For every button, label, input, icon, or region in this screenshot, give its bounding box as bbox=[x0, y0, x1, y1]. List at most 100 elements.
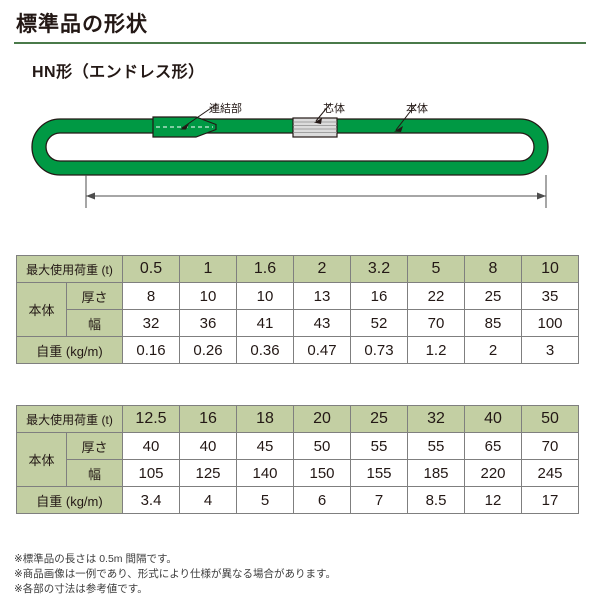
sling-body-shape bbox=[31, 118, 549, 176]
spec-table-1: 最大使用荷重 (t) 0.5 1 1.6 2 3.2 5 8 10 本体 厚さ … bbox=[16, 255, 579, 364]
cell-thickness: 13 bbox=[293, 282, 351, 310]
endless-sling-diagram: 連結部 芯体 本体 長さ (mm) bbox=[0, 86, 600, 329]
row-label-weight: 自重 (kg/m) bbox=[16, 336, 123, 364]
table-row-header-1: 最大使用荷重 (t) 0.5 1 1.6 2 3.2 5 8 10 bbox=[16, 255, 579, 283]
cell-width: 85 bbox=[464, 309, 522, 337]
cell-weight: 8.5 bbox=[407, 486, 465, 514]
header-load-value: 50 bbox=[521, 405, 579, 433]
header-load-value: 5 bbox=[407, 255, 465, 283]
cell-weight: 0.73 bbox=[350, 336, 408, 364]
cell-weight: 0.36 bbox=[236, 336, 294, 364]
header-load-value: 10 bbox=[521, 255, 579, 283]
header-load-value: 8 bbox=[464, 255, 522, 283]
header-load-value: 18 bbox=[236, 405, 294, 433]
row-label-thickness: 厚さ bbox=[66, 432, 123, 460]
leader-lines bbox=[180, 103, 417, 132]
page-title: 標準品の形状 bbox=[16, 13, 148, 36]
length-dimension bbox=[85, 175, 547, 208]
cell-weight: 2 bbox=[464, 336, 522, 364]
cell-thickness: 65 bbox=[464, 432, 522, 460]
header-load-value: 1 bbox=[179, 255, 237, 283]
cell-width: 36 bbox=[179, 309, 237, 337]
cell-width: 155 bbox=[350, 459, 408, 487]
row-label-thickness: 厚さ bbox=[66, 282, 123, 310]
cell-width: 41 bbox=[236, 309, 294, 337]
row-label-width: 幅 bbox=[66, 459, 123, 487]
cell-weight: 3 bbox=[521, 336, 579, 364]
cell-width: 140 bbox=[236, 459, 294, 487]
cell-width: 125 bbox=[179, 459, 237, 487]
cell-thickness: 55 bbox=[407, 432, 465, 460]
header-load-label: 最大使用荷重 (t) bbox=[16, 405, 123, 433]
title-divider bbox=[14, 42, 586, 44]
cell-thickness: 40 bbox=[122, 432, 180, 460]
table-row-header-2: 最大使用荷重 (t) 12.5 16 18 20 25 32 40 50 bbox=[16, 405, 579, 433]
cell-weight: 4 bbox=[179, 486, 237, 514]
header-load-value: 40 bbox=[464, 405, 522, 433]
footnote-item: ※標準品の長さは 0.5m 間隔です。 bbox=[14, 553, 177, 565]
cell-width: 220 bbox=[464, 459, 522, 487]
cell-weight: 17 bbox=[521, 486, 579, 514]
cell-weight: 0.26 bbox=[179, 336, 237, 364]
header-load-value: 16 bbox=[179, 405, 237, 433]
sling-illustration bbox=[31, 103, 549, 208]
table-row-width-2: 幅 105 125 140 150 155 185 220 245 bbox=[17, 459, 579, 487]
cell-width: 245 bbox=[521, 459, 579, 487]
label-body: 本体 bbox=[406, 103, 428, 115]
header-load-value: 12.5 bbox=[122, 405, 180, 433]
cell-width: 43 bbox=[293, 309, 351, 337]
footnote-item: ※各部の寸法は参考値です。 bbox=[14, 583, 148, 595]
cell-thickness: 55 bbox=[350, 432, 408, 460]
cell-width: 52 bbox=[350, 309, 408, 337]
cell-thickness: 10 bbox=[179, 282, 237, 310]
header-load-value: 1.6 bbox=[236, 255, 294, 283]
row-label-weight: 自重 (kg/m) bbox=[16, 486, 123, 514]
label-core: 芯体 bbox=[323, 103, 345, 115]
row-label-width: 幅 bbox=[66, 309, 123, 337]
cell-weight: 5 bbox=[236, 486, 294, 514]
cell-width: 70 bbox=[407, 309, 465, 337]
table-row-weight-2: 自重 (kg/m) 3.4 4 5 6 7 8.5 12 17 bbox=[16, 486, 579, 514]
label-connector: 連結部 bbox=[209, 103, 242, 115]
cell-weight: 0.16 bbox=[122, 336, 180, 364]
header-load-value: 20 bbox=[293, 405, 351, 433]
cell-weight: 1.2 bbox=[407, 336, 465, 364]
cell-thickness: 35 bbox=[521, 282, 579, 310]
header-load-value: 3.2 bbox=[350, 255, 408, 283]
cell-width: 32 bbox=[122, 309, 180, 337]
header-load-value: 32 bbox=[407, 405, 465, 433]
footnote-item: ※商品画像は一例であり、形式により仕様が異なる場合があります。 bbox=[14, 568, 337, 580]
cell-thickness: 8 bbox=[122, 282, 180, 310]
cell-weight: 6 bbox=[293, 486, 351, 514]
cell-weight: 0.47 bbox=[293, 336, 351, 364]
table-row-thickness-2: 本体 厚さ 40 40 45 50 55 55 65 70 bbox=[16, 432, 579, 487]
cell-weight: 3.4 bbox=[122, 486, 180, 514]
cell-thickness: 50 bbox=[293, 432, 351, 460]
group-label-body: 本体 bbox=[16, 282, 67, 337]
header-load-value: 2 bbox=[293, 255, 351, 283]
cell-width: 100 bbox=[521, 309, 579, 337]
cell-thickness: 40 bbox=[179, 432, 237, 460]
table-row-width-1: 幅 32 36 41 43 52 70 85 100 bbox=[17, 309, 579, 337]
product-type-subtitle: HN形（エンドレス形） bbox=[32, 64, 205, 81]
cell-weight: 12 bbox=[464, 486, 522, 514]
cell-width: 150 bbox=[293, 459, 351, 487]
header-load-label: 最大使用荷重 (t) bbox=[16, 255, 123, 283]
header-load-value: 25 bbox=[350, 405, 408, 433]
table-row-weight-1: 自重 (kg/m) 0.16 0.26 0.36 0.47 0.73 1.2 2… bbox=[16, 336, 579, 364]
cell-weight: 7 bbox=[350, 486, 408, 514]
header-load-value: 0.5 bbox=[122, 255, 180, 283]
core-section bbox=[292, 117, 338, 138]
cell-thickness: 22 bbox=[407, 282, 465, 310]
spec-table-2: 最大使用荷重 (t) 12.5 16 18 20 25 32 40 50 本体 … bbox=[16, 405, 579, 514]
footnotes: ※標準品の長さは 0.5m 間隔です。 ※商品画像は一例であり、形式により仕様が… bbox=[14, 552, 336, 597]
cell-width: 185 bbox=[407, 459, 465, 487]
cell-thickness: 10 bbox=[236, 282, 294, 310]
cell-thickness: 16 bbox=[350, 282, 408, 310]
table-row-thickness-1: 本体 厚さ 8 10 10 13 16 22 25 35 bbox=[16, 282, 579, 337]
group-label-body: 本体 bbox=[16, 432, 67, 487]
cell-thickness: 25 bbox=[464, 282, 522, 310]
cell-thickness: 70 bbox=[521, 432, 579, 460]
cell-thickness: 45 bbox=[236, 432, 294, 460]
